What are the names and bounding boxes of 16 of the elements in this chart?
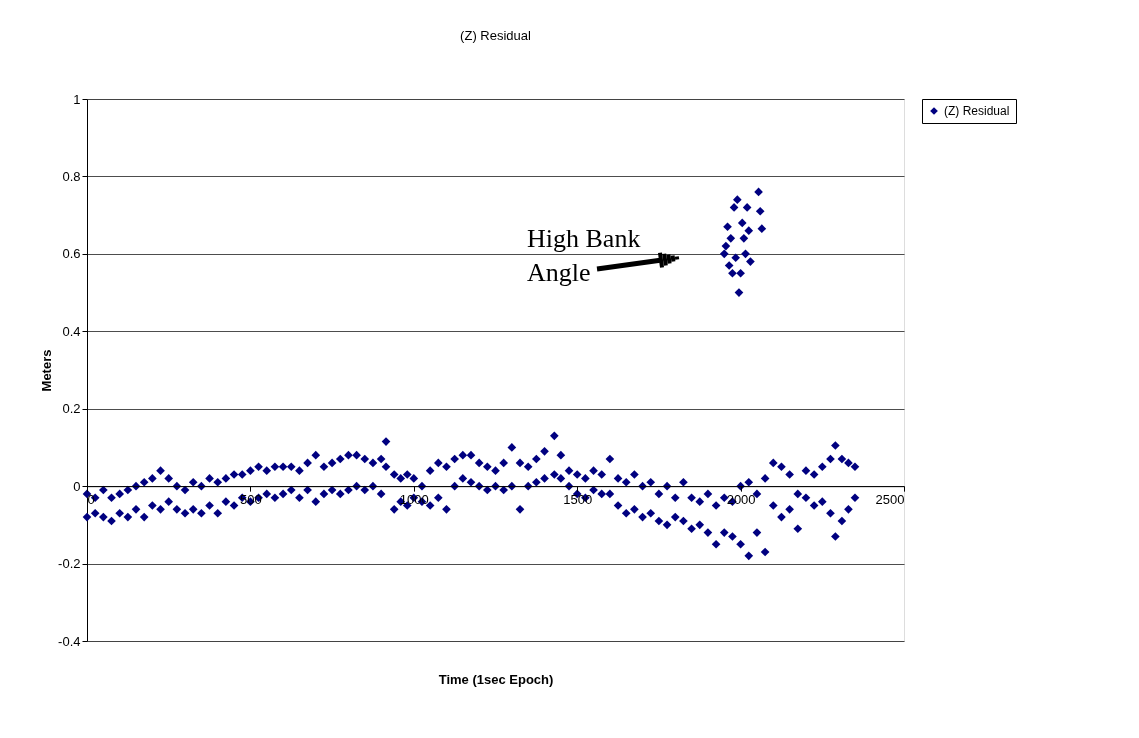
annotation: High Bank Angle xyxy=(527,224,641,287)
y-tick-label: 0.8 xyxy=(62,168,81,184)
x-tick-label: 1500 xyxy=(563,491,593,507)
x-tick-label: 2000 xyxy=(726,491,756,507)
y-tick-label: -0.4 xyxy=(58,633,81,649)
legend-label: (Z) Residual xyxy=(944,104,1010,118)
x-axis-title: Time (1sec Epoch) xyxy=(438,671,554,687)
y-tick-label: 1 xyxy=(73,91,81,107)
y-tick-label: 0.4 xyxy=(62,323,81,339)
y-axis-title: Meters xyxy=(39,349,55,392)
y-tick-label: 0.6 xyxy=(62,246,81,262)
chart-title: (Z) Residual xyxy=(460,28,532,43)
y-tick-label: 0.2 xyxy=(62,401,81,417)
y-tick-label: 0 xyxy=(73,478,81,494)
y-tick-label: -0.2 xyxy=(58,556,81,572)
x-tick-label: 2500 xyxy=(875,491,905,507)
